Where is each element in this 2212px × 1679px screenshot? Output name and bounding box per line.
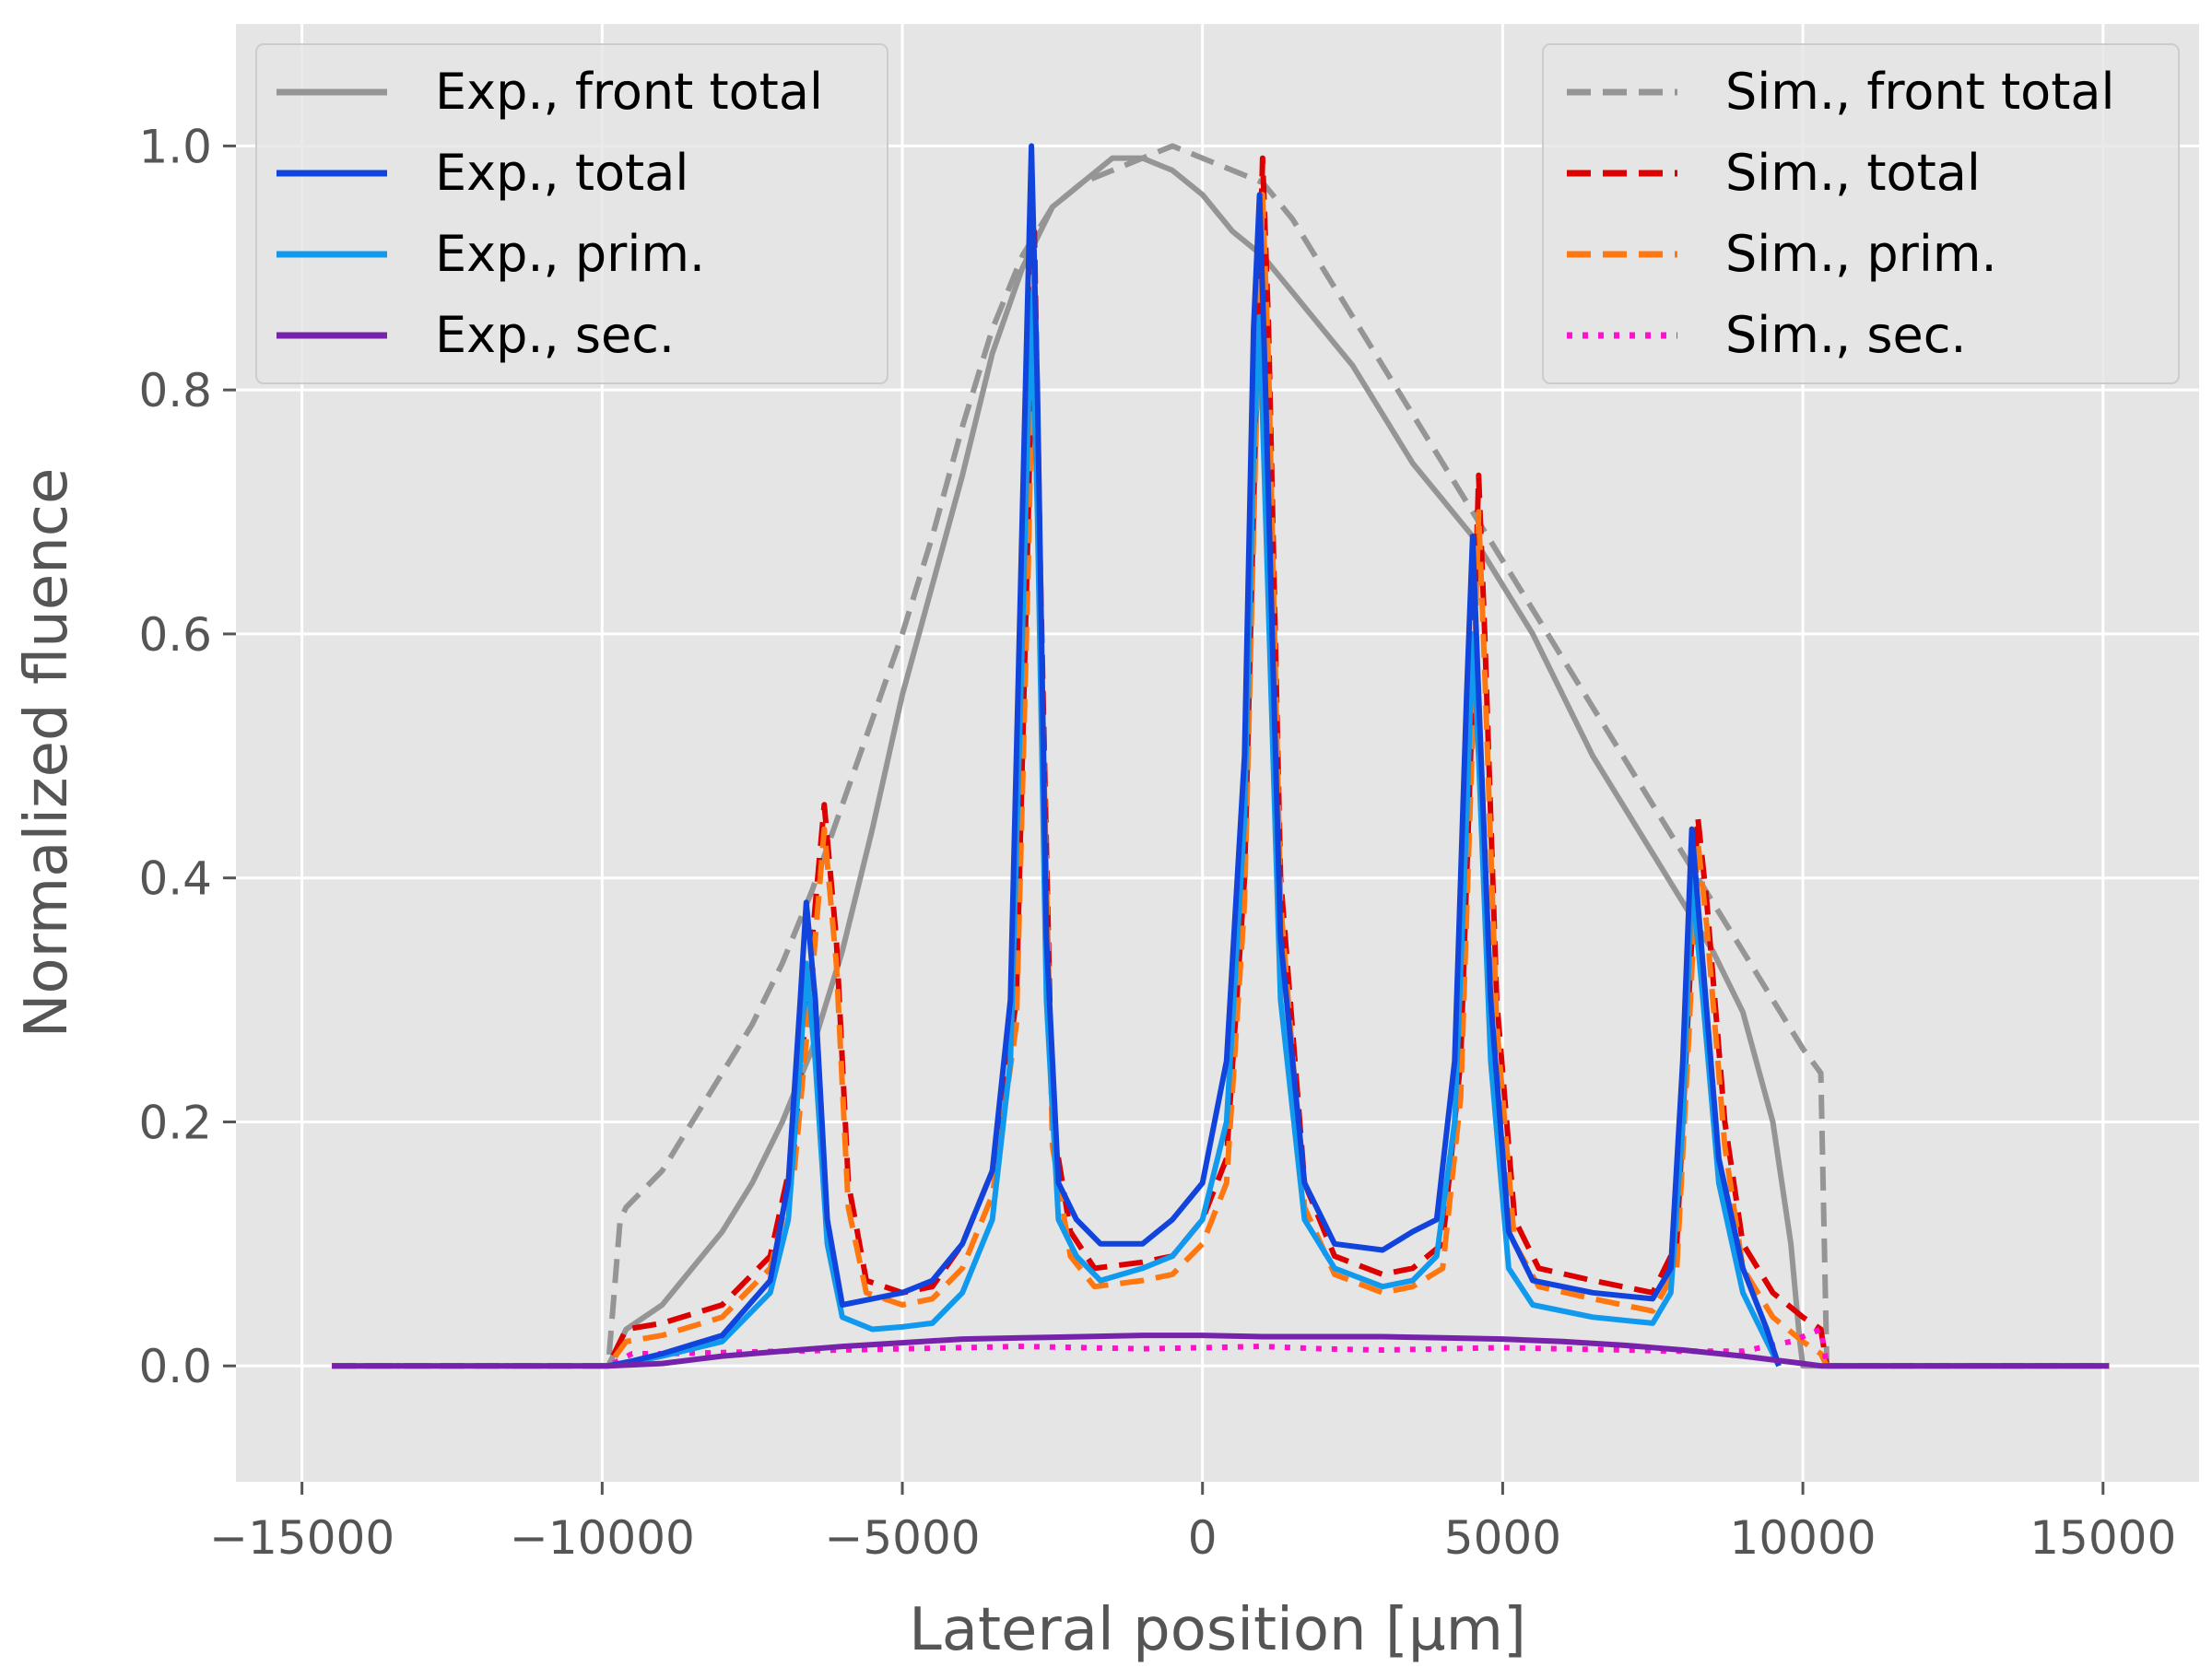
legend-right-frame <box>1542 43 2180 384</box>
legend-left-frame <box>255 43 888 384</box>
y-tick-label: 0.0 <box>138 1340 212 1393</box>
x-tick-label: 0 <box>1188 1511 1218 1565</box>
y-tick-label: 1.0 <box>138 120 212 173</box>
series-line-sim-front-total <box>332 143 2110 1369</box>
legend-label: Sim., sec. <box>1725 306 1967 364</box>
y-axis-label: Normalized fluence <box>13 468 81 1039</box>
series-line-exp-sec <box>332 1333 2110 1369</box>
x-tick-label: 5000 <box>1444 1511 1561 1565</box>
x-tick-label: −10000 <box>510 1511 695 1565</box>
x-tick-label: −15000 <box>209 1511 394 1565</box>
y-tick-label: 0.2 <box>138 1096 212 1149</box>
series-line-exp-total <box>607 143 1782 1369</box>
legend-label: Exp., prim. <box>435 225 705 283</box>
x-axis-label: Lateral position [μm] <box>909 1596 1526 1664</box>
y-axis-ticks: 0.0 0.2 0.4 0.6 0.8 1.0 <box>138 120 236 1393</box>
legend-label: Exp., front total <box>435 63 823 121</box>
legend-label: Exp., sec. <box>435 306 675 364</box>
legend-right: Sim., front total Sim., total Sim., prim. S… <box>1542 43 2180 384</box>
y-tick-label: 0.4 <box>138 852 212 906</box>
series-layer <box>332 143 2110 1369</box>
y-tick-label: 0.8 <box>138 364 212 417</box>
x-axis-ticks: −15000 −10000 −5000 0 5000 10000 15000 <box>209 1482 2176 1565</box>
y-tick-label: 0.6 <box>138 608 212 662</box>
legend-label: Sim., prim. <box>1725 225 1997 283</box>
legend-label: Exp., total <box>435 144 688 202</box>
x-tick-label: −5000 <box>824 1511 980 1565</box>
legend-label: Sim., total <box>1725 144 1981 202</box>
legend-left: Exp., front total Exp., total Exp., prim. E… <box>255 43 888 384</box>
x-tick-label: 15000 <box>2030 1511 2176 1565</box>
x-tick-label: 10000 <box>1730 1511 1877 1565</box>
series-line-exp-prim <box>607 289 1782 1369</box>
legend-label: Sim., front total <box>1725 63 2114 121</box>
